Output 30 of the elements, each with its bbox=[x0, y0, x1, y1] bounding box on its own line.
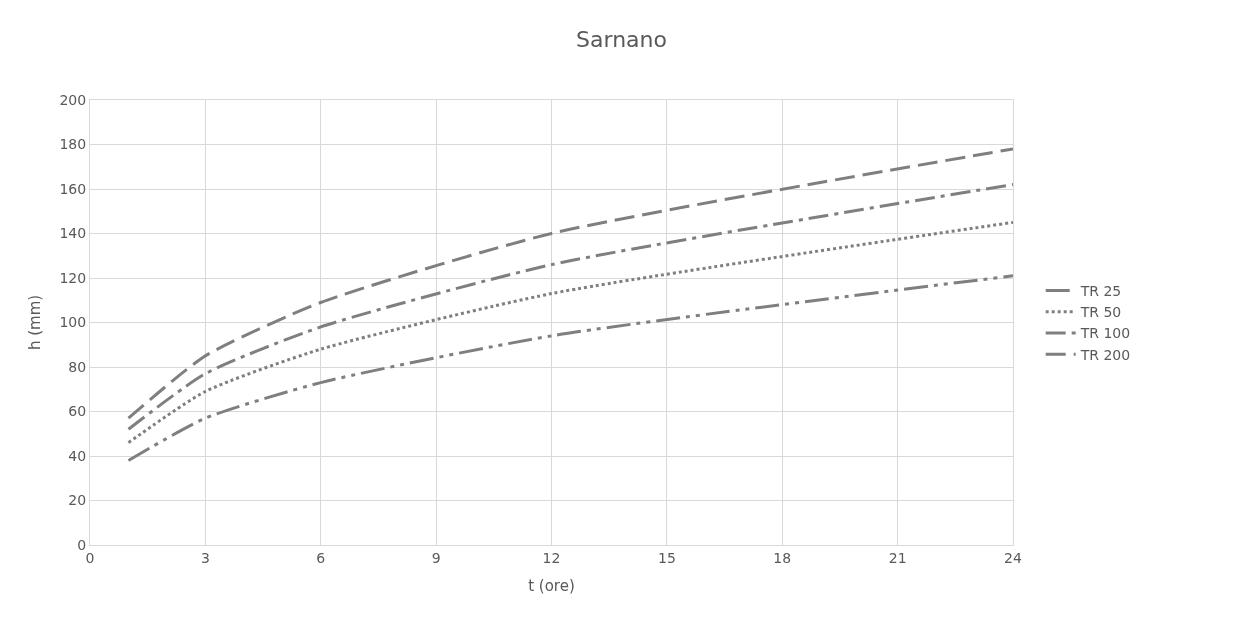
y-tick-label: 80 bbox=[68, 358, 87, 375]
x-tick-label: 21 bbox=[888, 549, 907, 566]
y-tick-label: 100 bbox=[59, 314, 87, 331]
y-tick-label: 20 bbox=[68, 492, 87, 509]
legend-label: TR 100 bbox=[1079, 325, 1131, 342]
legend-label: TR 200 bbox=[1079, 346, 1131, 363]
line-series bbox=[126, 147, 1013, 420]
x-tick-label: 3 bbox=[200, 549, 210, 566]
y-tick-label: 200 bbox=[59, 91, 87, 108]
line-series bbox=[126, 183, 1013, 431]
y-tick-label: 120 bbox=[59, 269, 87, 286]
x-tick-label: 24 bbox=[1004, 549, 1022, 566]
y-tick-label: 60 bbox=[68, 403, 87, 420]
chart-title: Sarnano bbox=[576, 26, 667, 52]
x-tick-label: 12 bbox=[542, 549, 561, 566]
y-tick-label: 40 bbox=[68, 447, 87, 464]
y-tick-label: 160 bbox=[59, 180, 87, 197]
x-tick-label: 15 bbox=[657, 549, 676, 566]
y-tick-label: 140 bbox=[59, 225, 87, 242]
legend-label: TR 50 bbox=[1079, 304, 1122, 321]
x-tick-label: 6 bbox=[316, 549, 326, 566]
x-axis-title: t (ore) bbox=[528, 576, 575, 595]
y-tick-label: 0 bbox=[77, 536, 87, 553]
y-axis-title: h (mm) bbox=[25, 294, 44, 351]
line-series bbox=[126, 220, 1013, 445]
line-series bbox=[126, 274, 1013, 462]
x-tick-label: 18 bbox=[773, 549, 792, 566]
y-tick-label: 180 bbox=[59, 136, 87, 153]
x-tick-label: 9 bbox=[431, 549, 441, 566]
legend-label: TR 25 bbox=[1079, 283, 1122, 300]
